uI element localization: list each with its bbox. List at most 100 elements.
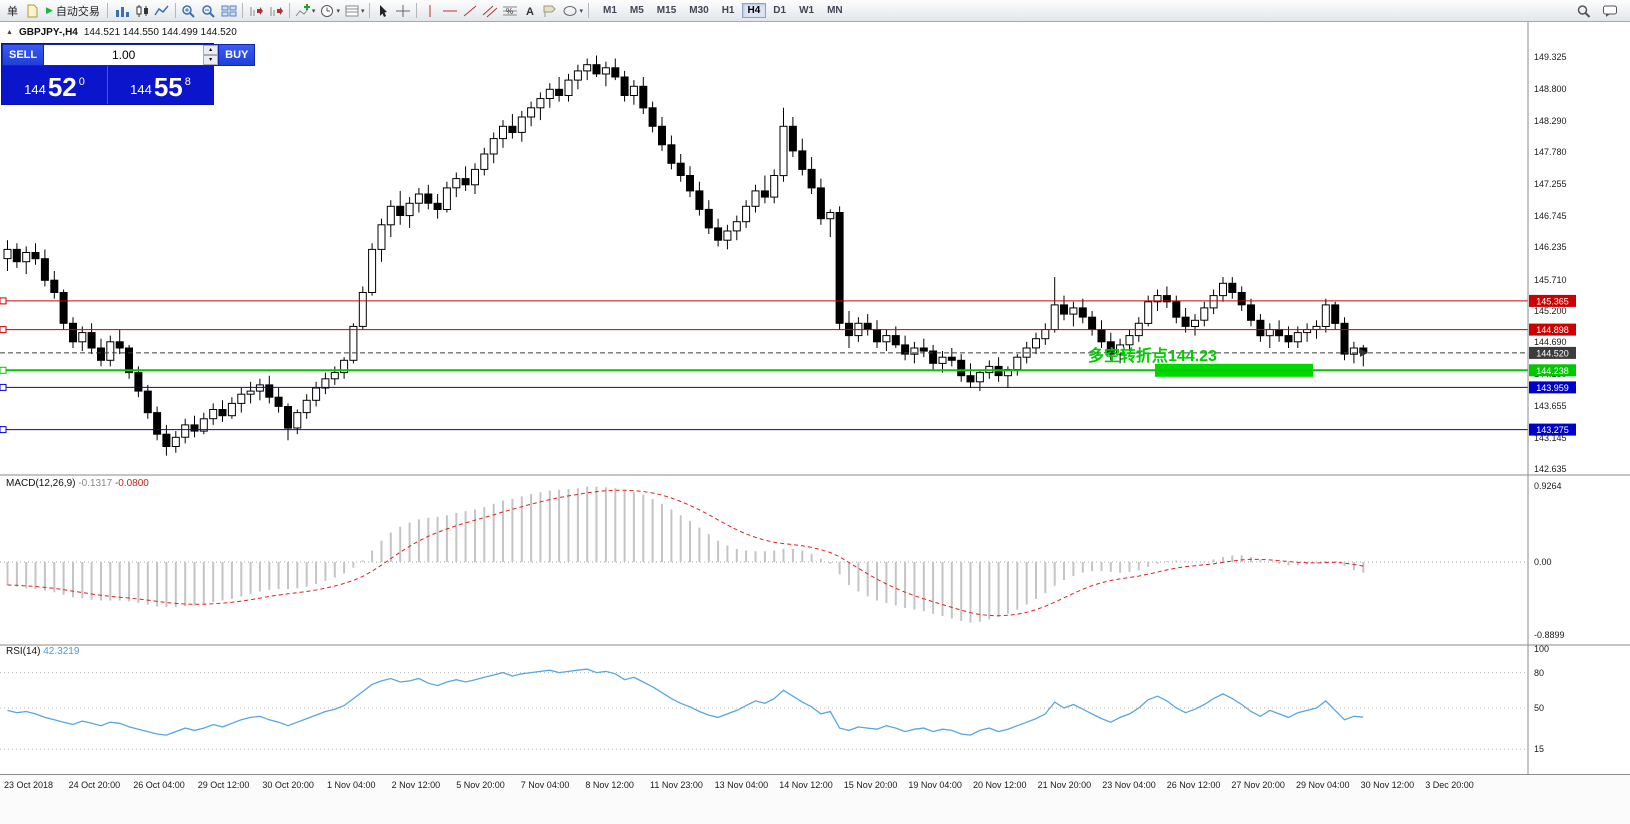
svg-text:145.365: 145.365 <box>1536 296 1569 306</box>
candlestick-chart-icon <box>134 4 150 18</box>
time-axis[interactable]: 23 Oct 2018 24 Oct 20:00 26 Oct 04:00 29 Oc… <box>0 774 1630 824</box>
text-button[interactable]: A <box>520 1 540 21</box>
time-axis-label: 23 Nov 04:00 <box>1102 780 1156 790</box>
new-order-doc-button[interactable] <box>22 1 42 21</box>
price-level-label <box>1529 364 1576 377</box>
fibonacci-button[interactable]: % <box>500 1 520 21</box>
arrow-label-button[interactable] <box>540 1 560 21</box>
timeframe-m15[interactable]: M15 <box>651 3 682 18</box>
chart-shift-button[interactable] <box>266 1 286 21</box>
chevron-down-icon: ▾ <box>336 7 340 15</box>
price-level-143.959[interactable]: 143.959 <box>0 381 1576 394</box>
macd-main-value: -0.1317 <box>78 478 113 489</box>
volume-control: ▴ ▾ <box>44 44 219 66</box>
file-icons <box>22 1 42 21</box>
time-axis-label: 7 Nov 04:00 <box>520 780 570 790</box>
rsi-axis-label: 50 <box>1534 703 1545 713</box>
bar-chart-icon <box>114 4 130 18</box>
time-axis-label: 2 Nov 12:00 <box>391 780 441 790</box>
shapes-button[interactable]: ▾ <box>560 1 585 21</box>
svg-text:143.959: 143.959 <box>1536 383 1569 393</box>
vertical-line-icon <box>422 4 438 18</box>
price-axis-label: 146.745 <box>1534 210 1567 221</box>
bar-chart-button[interactable] <box>112 1 132 21</box>
buy-button[interactable]: BUY <box>218 44 256 66</box>
trendline-button[interactable] <box>460 1 480 21</box>
chevron-down-icon: ▾ <box>579 7 583 15</box>
crosshair-button[interactable] <box>393 1 413 21</box>
toolbar-separator <box>288 3 290 18</box>
time-axis-label: 30 Oct 20:00 <box>262 780 314 790</box>
auto-scroll-button[interactable] <box>246 1 266 21</box>
search-button[interactable] <box>1574 1 1594 21</box>
price-axis-label: 144.690 <box>1534 337 1567 348</box>
time-axis-label: 30 Nov 12:00 <box>1360 780 1415 790</box>
equidistant-channel-button[interactable] <box>480 1 500 21</box>
cursor-button[interactable] <box>373 1 393 21</box>
time-axis-label: 14 Nov 12:00 <box>779 780 833 790</box>
periods-button[interactable]: ▾ <box>317 1 342 21</box>
toolbar-right-icons <box>1574 1 1626 21</box>
timeframe-d1[interactable]: D1 <box>767 3 792 18</box>
horizontal-line-button[interactable] <box>440 1 460 21</box>
rsi-axis-label: 15 <box>1534 744 1545 755</box>
timeframe-m30[interactable]: M30 <box>683 3 714 18</box>
rsi-name: RSI(14) <box>6 646 41 657</box>
price-level-144.520[interactable]: 144.520 <box>0 346 1576 359</box>
svg-text:A: A <box>526 6 534 18</box>
macd-indicator-label: MACD(12,26,9) -0.1317 -0.0800 <box>6 478 149 489</box>
rsi-axis-label: 100 <box>1534 644 1550 654</box>
candle-wicks <box>7 55 1364 456</box>
vertical-line-button[interactable] <box>420 1 440 21</box>
price-level-143.275[interactable]: 143.275 <box>0 423 1576 436</box>
new-order-label: 单 <box>7 5 18 18</box>
chart-annotation-text: 多空转折点144.23 <box>1088 348 1217 365</box>
buy-price-display[interactable]: 144 55 8 <box>108 66 213 104</box>
play-icon: ▶ <box>46 5 53 15</box>
sell-price-display[interactable]: 144 52 0 <box>2 66 107 104</box>
price-axis-label: 149.325 <box>1534 52 1567 62</box>
chart-canvas[interactable]: 145.365 144.898 144.520 144.238 143.959 143.2… <box>0 22 1630 774</box>
volume-up-button[interactable]: ▴ <box>203 45 219 55</box>
price-divider <box>107 66 108 104</box>
price-level-145.365[interactable]: 145.365 <box>0 294 1576 307</box>
buy-price-prefix: 144 <box>130 82 152 97</box>
line-chart-button[interactable] <box>152 1 172 21</box>
indicators-button[interactable]: ▾ <box>293 1 318 21</box>
zoom-out-icon <box>201 4 217 18</box>
tile-windows-button[interactable] <box>219 1 239 21</box>
price-axis-label: 143.655 <box>1534 401 1567 412</box>
price-level-144.238[interactable]: 144.238 <box>0 364 1576 377</box>
symbol-triangle-icon: ▲ <box>6 29 13 36</box>
timeframe-mn[interactable]: MN <box>821 3 849 18</box>
sell-button[interactable]: SELL <box>2 44 45 66</box>
volume-input[interactable] <box>44 45 204 65</box>
cursor-icon <box>375 4 391 18</box>
zoom-out-button[interactable] <box>199 1 219 21</box>
macd-histogram <box>6 486 1365 623</box>
zoom-in-button[interactable] <box>179 1 199 21</box>
timeframe-w1[interactable]: W1 <box>793 3 820 18</box>
time-axis-label: 26 Nov 12:00 <box>1166 780 1221 790</box>
price-level-144.898[interactable]: 144.898 <box>0 323 1576 336</box>
rsi-axis-label: 80 <box>1534 667 1545 678</box>
time-axis-label: 26 Oct 04:00 <box>133 780 185 790</box>
timeframe-m5[interactable]: M5 <box>624 3 650 18</box>
templates-icon <box>344 4 360 18</box>
price-level-label <box>1529 381 1576 394</box>
chat-button[interactable] <box>1600 1 1620 21</box>
time-axis-label: 15 Nov 20:00 <box>843 780 898 790</box>
timeframe-h4[interactable]: H4 <box>741 3 767 18</box>
timeframe-m1[interactable]: M1 <box>597 3 623 18</box>
candlestick-chart-button[interactable] <box>132 1 152 21</box>
toolbar-separator <box>241 3 243 18</box>
new-order-button[interactable]: 单 <box>4 3 21 19</box>
volume-down-button[interactable]: ▾ <box>203 55 219 65</box>
auto-trading-button[interactable]: ▶ 自动交易 <box>43 3 103 19</box>
periods-icon <box>319 4 335 18</box>
templates-button[interactable]: ▾ <box>342 1 367 21</box>
rsi-line <box>7 668 1364 736</box>
timeframe-h1[interactable]: H1 <box>716 3 741 18</box>
